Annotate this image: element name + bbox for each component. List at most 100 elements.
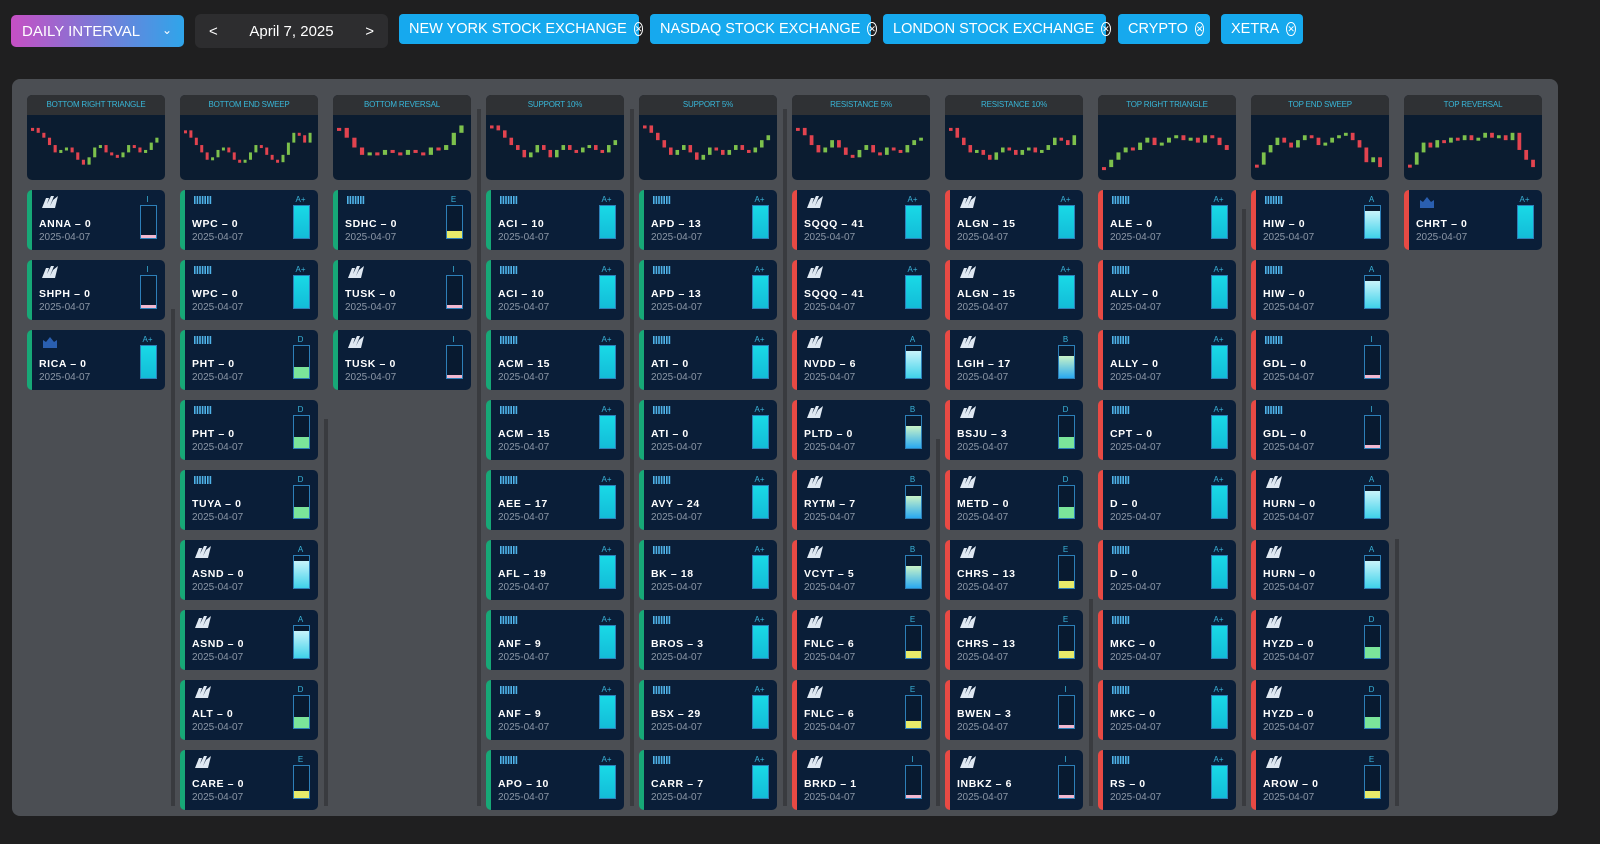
column-scrollbar[interactable] [1242, 209, 1246, 806]
ticker-card[interactable]: BK – 18 2025-04-07 A+ [639, 540, 777, 600]
ticker-card[interactable]: ACI – 10 2025-04-07 A+ [486, 260, 624, 320]
candle [587, 145, 592, 149]
column-scrollbar[interactable] [1089, 599, 1093, 806]
ticker-card[interactable]: GDL – 0 2025-04-07 I [1251, 400, 1389, 460]
remove-chip-icon[interactable]: ✕ [1194, 22, 1205, 36]
ticker-card[interactable]: ACM – 15 2025-04-07 A+ [486, 400, 624, 460]
column-scrollbar[interactable] [936, 439, 940, 806]
ticker-card[interactable]: SQQQ – 41 2025-04-07 A+ [792, 190, 930, 250]
ticker-card[interactable]: BWEN – 3 2025-04-07 I [945, 680, 1083, 740]
ticker-card[interactable]: D – 0 2025-04-07 A+ [1098, 470, 1236, 530]
ticker-card[interactable]: ALLY – 0 2025-04-07 A+ [1098, 330, 1236, 390]
ticker-card[interactable]: ANF – 9 2025-04-07 A+ [486, 610, 624, 670]
ticker-card[interactable]: CARR – 7 2025-04-07 A+ [639, 750, 777, 810]
column-scrollbar[interactable] [783, 109, 787, 806]
ticker-card[interactable]: D – 0 2025-04-07 A+ [1098, 540, 1236, 600]
interval-dropdown[interactable]: DAILY INTERVAL ⌄ [11, 15, 184, 47]
ticker-card[interactable]: SQQQ – 41 2025-04-07 A+ [792, 260, 930, 320]
grade-meter [1058, 555, 1075, 589]
exchange-filter-chip[interactable]: CRYPTO ✕ [1118, 14, 1210, 44]
ticker-card[interactable]: ANNA – 0 2025-04-07 I [27, 190, 165, 250]
ticker-card[interactable]: ALLY – 0 2025-04-07 A+ [1098, 260, 1236, 320]
ticker-card[interactable]: ALE – 0 2025-04-07 A+ [1098, 190, 1236, 250]
exchange-filter-chip[interactable]: LONDON STOCK EXCHANGE ✕ [883, 14, 1111, 44]
ticker-card[interactable]: BSX – 29 2025-04-07 A+ [639, 680, 777, 740]
ticker-card[interactable]: ATI – 0 2025-04-07 A+ [639, 400, 777, 460]
ticker-card[interactable]: AVY – 24 2025-04-07 A+ [639, 470, 777, 530]
ticker-card[interactable]: HURN – 0 2025-04-07 A [1251, 470, 1389, 530]
ticker-card[interactable]: VCYT – 5 2025-04-07 B [792, 540, 930, 600]
ticker-card[interactable]: TUYA – 0 2025-04-07 D [180, 470, 318, 530]
column-scrollbar[interactable] [1395, 539, 1399, 806]
column-scrollbar[interactable] [630, 109, 634, 806]
ticker-card[interactable]: WPC – 0 2025-04-07 A+ [180, 190, 318, 250]
column-scrollbar[interactable] [477, 109, 481, 806]
exchange-filter-chip[interactable]: XETRA ✕ [1221, 14, 1303, 44]
ticker-card[interactable]: AEE – 17 2025-04-07 A+ [486, 470, 624, 530]
ticker-card[interactable]: TUSK – 0 2025-04-07 I [333, 260, 471, 320]
ticker-card[interactable]: SDHC – 0 2025-04-07 E [333, 190, 471, 250]
ticker-card[interactable]: AFL – 19 2025-04-07 A+ [486, 540, 624, 600]
ticker-card[interactable]: ASND – 0 2025-04-07 A [180, 540, 318, 600]
ticker-card[interactable]: APD – 13 2025-04-07 A+ [639, 190, 777, 250]
ticker-card[interactable]: WPC – 0 2025-04-07 A+ [180, 260, 318, 320]
grade-meter-fill [1365, 445, 1380, 448]
ticker-card[interactable]: CHRT – 0 2025-04-07 A+ [1404, 190, 1542, 250]
candle [574, 149, 579, 153]
nasdaq-logo-icon [805, 615, 825, 629]
prev-date-button[interactable]: < [209, 22, 218, 40]
ticker-card[interactable]: ASND – 0 2025-04-07 A [180, 610, 318, 670]
ticker-card[interactable]: MKC – 0 2025-04-07 A+ [1098, 680, 1236, 740]
ticker-card[interactable]: RICA – 0 2025-04-07 A+ [27, 330, 165, 390]
ticker-card[interactable]: HYZD – 0 2025-04-07 D [1251, 610, 1389, 670]
column-scrollbar[interactable] [324, 419, 328, 806]
ticker-card[interactable]: ATI – 0 2025-04-07 A+ [639, 330, 777, 390]
ticker-card[interactable]: PLTD – 0 2025-04-07 B [792, 400, 930, 460]
ticker-card[interactable]: AROW – 0 2025-04-07 E [1251, 750, 1389, 810]
ticker-card[interactable]: ACI – 10 2025-04-07 A+ [486, 190, 624, 250]
remove-chip-icon[interactable]: ✕ [1286, 22, 1296, 36]
ticker-card[interactable]: HIW – 0 2025-04-07 A [1251, 190, 1389, 250]
exchange-filter-chip[interactable]: NASDAQ STOCK EXCHANGE ✕ [650, 14, 877, 44]
ticker-card[interactable]: PHT – 0 2025-04-07 D [180, 330, 318, 390]
ticker-card[interactable]: ANF – 9 2025-04-07 A+ [486, 680, 624, 740]
ticker-card[interactable]: ALGN – 15 2025-04-07 A+ [945, 190, 1083, 250]
ticker-card[interactable]: PHT – 0 2025-04-07 D [180, 400, 318, 460]
ticker-card[interactable]: HURN – 0 2025-04-07 A [1251, 540, 1389, 600]
ticker-card[interactable]: HYZD – 0 2025-04-07 D [1251, 680, 1389, 740]
ticker-card[interactable]: SHPH – 0 2025-04-07 I [27, 260, 165, 320]
ticker-card[interactable]: BROS – 3 2025-04-07 A+ [639, 610, 777, 670]
ticker-card[interactable]: MKC – 0 2025-04-07 A+ [1098, 610, 1236, 670]
ticker-card[interactable]: BRKD – 1 2025-04-07 I [792, 750, 930, 810]
ticker-card[interactable]: METD – 0 2025-04-07 D [945, 470, 1083, 530]
ticker-card[interactable]: NVDD – 6 2025-04-07 A [792, 330, 930, 390]
ticker-card[interactable]: TUSK – 0 2025-04-07 I [333, 330, 471, 390]
column-scrollbar[interactable] [171, 309, 175, 806]
candle [115, 154, 119, 158]
ticker-card[interactable]: GDL – 0 2025-04-07 I [1251, 330, 1389, 390]
ticker-card[interactable]: APD – 13 2025-04-07 A+ [639, 260, 777, 320]
remove-chip-icon[interactable]: ✕ [633, 22, 644, 36]
ticker-card[interactable]: RYTM – 7 2025-04-07 B [792, 470, 930, 530]
ticker-card[interactable]: INBKZ – 6 2025-04-07 I [945, 750, 1083, 810]
next-date-button[interactable]: > [365, 22, 374, 40]
ticker-card[interactable]: CHRS – 13 2025-04-07 E [945, 540, 1083, 600]
ticker-card[interactable]: CHRS – 13 2025-04-07 E [945, 610, 1083, 670]
ticker-card[interactable]: FNLC – 6 2025-04-07 E [792, 610, 930, 670]
remove-chip-icon[interactable]: ✕ [1101, 22, 1111, 36]
ticker-card[interactable]: BSJU – 3 2025-04-07 D [945, 400, 1083, 460]
ticker-card[interactable]: RS – 0 2025-04-07 A+ [1098, 750, 1236, 810]
ticker-card[interactable]: LGIH – 17 2025-04-07 B [945, 330, 1083, 390]
ticker-card[interactable]: ACM – 15 2025-04-07 A+ [486, 330, 624, 390]
ticker-card[interactable]: ALGN – 15 2025-04-07 A+ [945, 260, 1083, 320]
ticker-card[interactable]: APO – 10 2025-04-07 A+ [486, 750, 624, 810]
remove-chip-icon[interactable]: ✕ [867, 22, 877, 36]
ticker-card[interactable]: ALT – 0 2025-04-07 D [180, 680, 318, 740]
ticker-card[interactable]: FNLC – 6 2025-04-07 E [792, 680, 930, 740]
pattern-chart [1408, 132, 1535, 168]
ticker-card[interactable]: HIW – 0 2025-04-07 A [1251, 260, 1389, 320]
ticker-card[interactable]: CARE – 0 2025-04-07 E [180, 750, 318, 810]
ticker-card[interactable]: CPT – 0 2025-04-07 A+ [1098, 400, 1236, 460]
exchange-filter-chip[interactable]: NEW YORK STOCK EXCHANGE ✕ [399, 14, 644, 44]
candle [444, 145, 449, 150]
